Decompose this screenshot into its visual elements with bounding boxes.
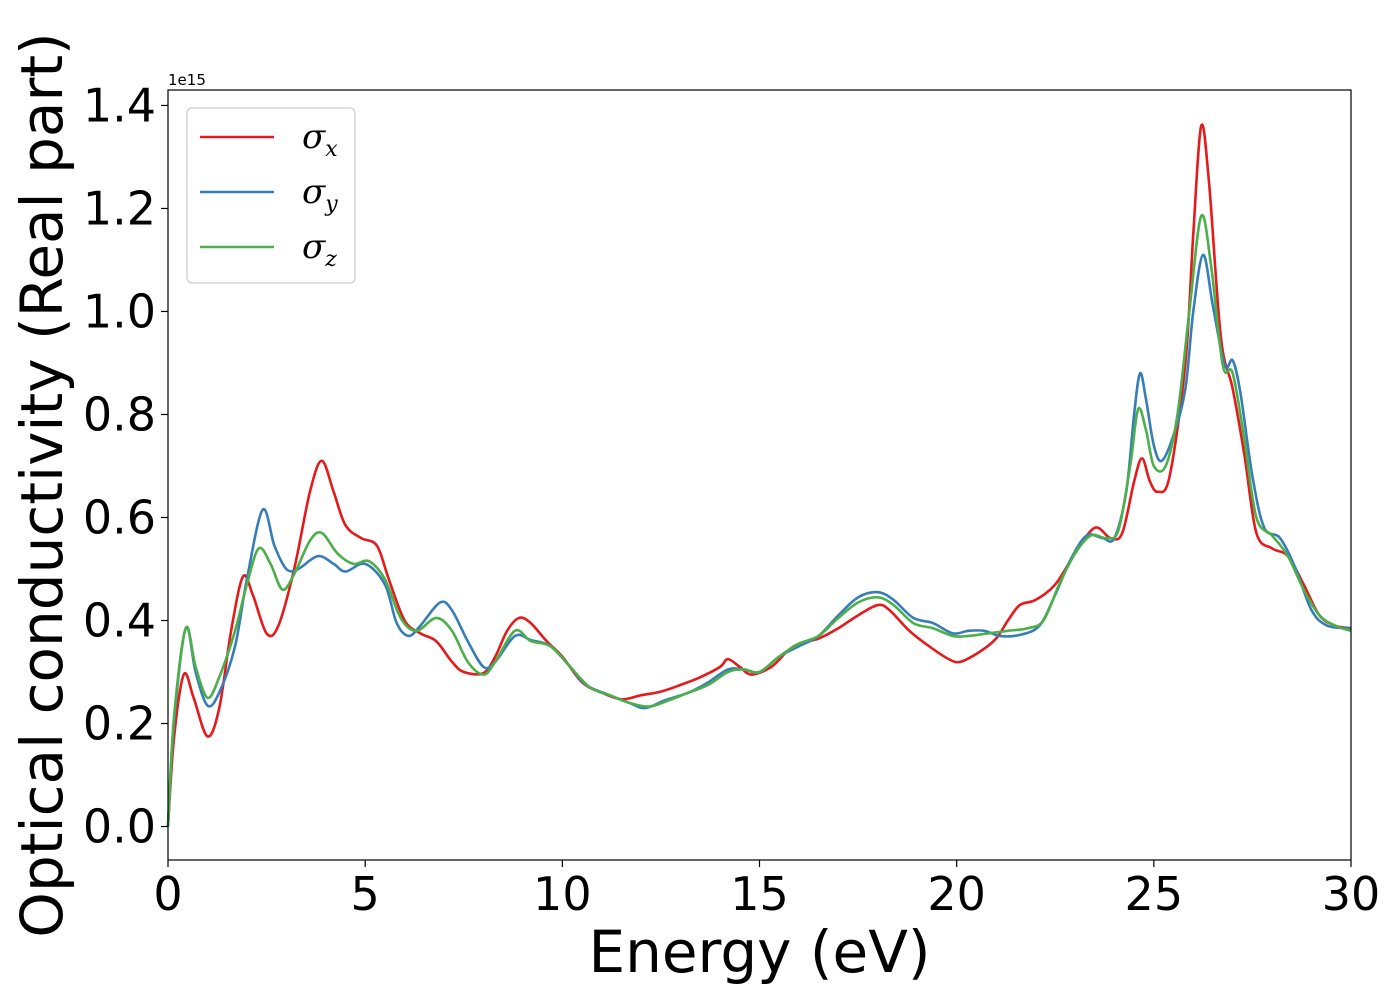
ticks-layer: 0 5 10 15 20 25 30 0.0 0.2 0.4 0.6 0.8 1.0 1.2 1.4 xyxy=(83,78,1380,921)
y-tick-label: 0.2 xyxy=(83,697,156,751)
series-line-z xyxy=(166,213,1352,827)
series-layer xyxy=(166,123,1352,827)
x-tick-label: 10 xyxy=(533,867,592,921)
legend-subscript: y xyxy=(324,192,338,217)
legend-label-z: σz xyxy=(302,227,337,272)
legend-symbol: σ xyxy=(302,172,326,212)
legend-box xyxy=(186,107,356,284)
legend-symbol: σ xyxy=(302,117,326,157)
legend-subscript: x xyxy=(325,137,338,162)
x-axis-title: Energy (eV) xyxy=(588,918,930,986)
y-offset-label: 1e15 xyxy=(168,71,206,89)
legend-label-x: σx xyxy=(302,117,338,162)
legend-subscript: z xyxy=(324,247,337,272)
legend-symbol: σ xyxy=(302,227,326,267)
x-tick-label: 15 xyxy=(730,867,789,921)
x-tick-label: 5 xyxy=(351,867,380,921)
y-tick-label: 0.4 xyxy=(83,594,156,648)
x-tick-label: 25 xyxy=(1125,867,1184,921)
y-tick-label: 1.0 xyxy=(83,284,156,338)
x-tick-label: 0 xyxy=(153,867,182,921)
y-axis-title: Optical conductivity (Real part) xyxy=(8,32,76,937)
y-tick-label: 1.4 xyxy=(83,78,156,132)
y-tick-label: 1.2 xyxy=(83,181,156,235)
series-line-y xyxy=(166,253,1352,827)
y-tick-label: 0.6 xyxy=(83,490,156,544)
x-tick-label: 20 xyxy=(927,867,986,921)
x-tick-label: 30 xyxy=(1322,867,1381,921)
y-tick-label: 0.0 xyxy=(83,800,156,854)
y-tick-label: 0.8 xyxy=(83,387,156,441)
legend-label-y: σy xyxy=(302,172,338,217)
